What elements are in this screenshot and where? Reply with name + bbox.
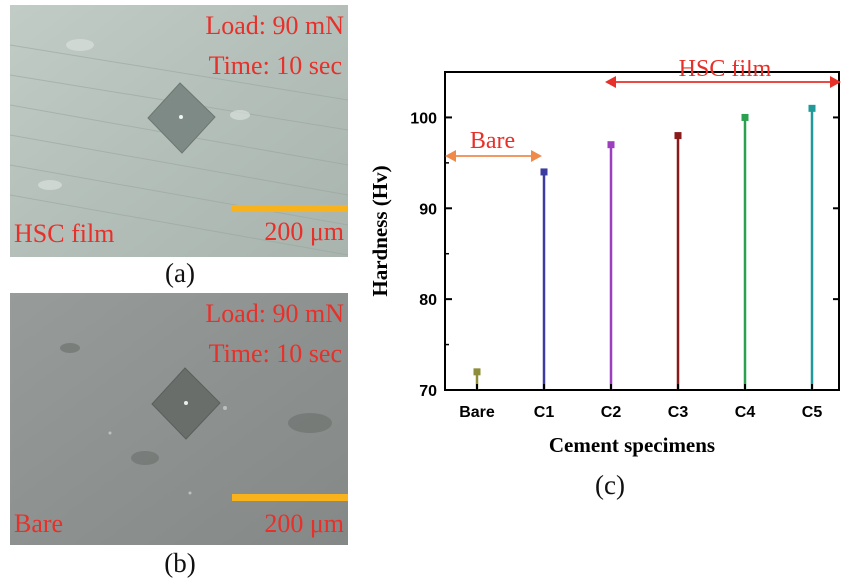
scale-label-a: 200 μm [264, 217, 344, 246]
x-tick-label-C3: C3 [668, 404, 689, 421]
bar-cap-C1 [540, 168, 548, 176]
y-tick-label-80: 80 [419, 292, 437, 309]
x-axis-title: Cement specimens [549, 433, 715, 457]
scale-bar-a [232, 205, 348, 212]
hardness-chart: 70 80 90 100 Bare C1 C2 C3 C4 C5 Cement specimens H… [368, 60, 841, 457]
annotation-bare: Bare [470, 128, 515, 154]
arrow-bare-head-right [531, 150, 542, 162]
annotation-hsc: HSC film [679, 60, 772, 82]
y-tick-label-90: 90 [419, 201, 437, 218]
micrograph-b-image [10, 293, 348, 545]
time-label-a: Time: 10 sec [208, 51, 342, 80]
bar-cap-C2 [607, 141, 615, 149]
bar-cap-C5 [808, 104, 816, 112]
time-label-b: Time: 10 sec [208, 339, 342, 368]
arrow-hsc-head-right [830, 76, 841, 88]
arrow-hsc-head-left [605, 76, 616, 88]
x-tick-label-C4: C4 [735, 404, 756, 421]
film-label-b: Bare [14, 509, 64, 538]
caption-c: (c) [595, 470, 625, 500]
micrograph-a: Load: 90 mN Time: 10 sec HSC film 200 μm [10, 5, 348, 257]
bar-cap-C3 [674, 132, 682, 140]
y-tick-label-70: 70 [419, 383, 437, 400]
x-tick-label-C1: C1 [534, 404, 555, 421]
micrograph-a-image [10, 5, 348, 257]
bar-cap-Bare [473, 368, 481, 376]
caption-b: (b) [164, 548, 196, 578]
bar-cap-C4 [741, 113, 749, 121]
caption-a: (a) [165, 258, 195, 288]
load-label-a: Load: 90 mN [205, 11, 344, 40]
x-tick-label-C5: C5 [802, 404, 823, 421]
x-tick-label-Bare: Bare [459, 404, 495, 421]
scale-bar-b [232, 494, 348, 501]
y-axis-title: Hardness (Hv) [368, 165, 392, 296]
scale-label-b: 200 μm [264, 509, 344, 538]
load-label-b: Load: 90 mN [205, 299, 344, 328]
film-label-a: HSC film [14, 219, 115, 248]
micrograph-b: Load: 90 mN Time: 10 sec Bare 200 μm [10, 293, 348, 545]
arrow-bare-head-left [445, 150, 456, 162]
y-tick-label-100: 100 [410, 110, 437, 127]
x-tick-label-C2: C2 [601, 404, 622, 421]
plot-frame [444, 71, 840, 391]
